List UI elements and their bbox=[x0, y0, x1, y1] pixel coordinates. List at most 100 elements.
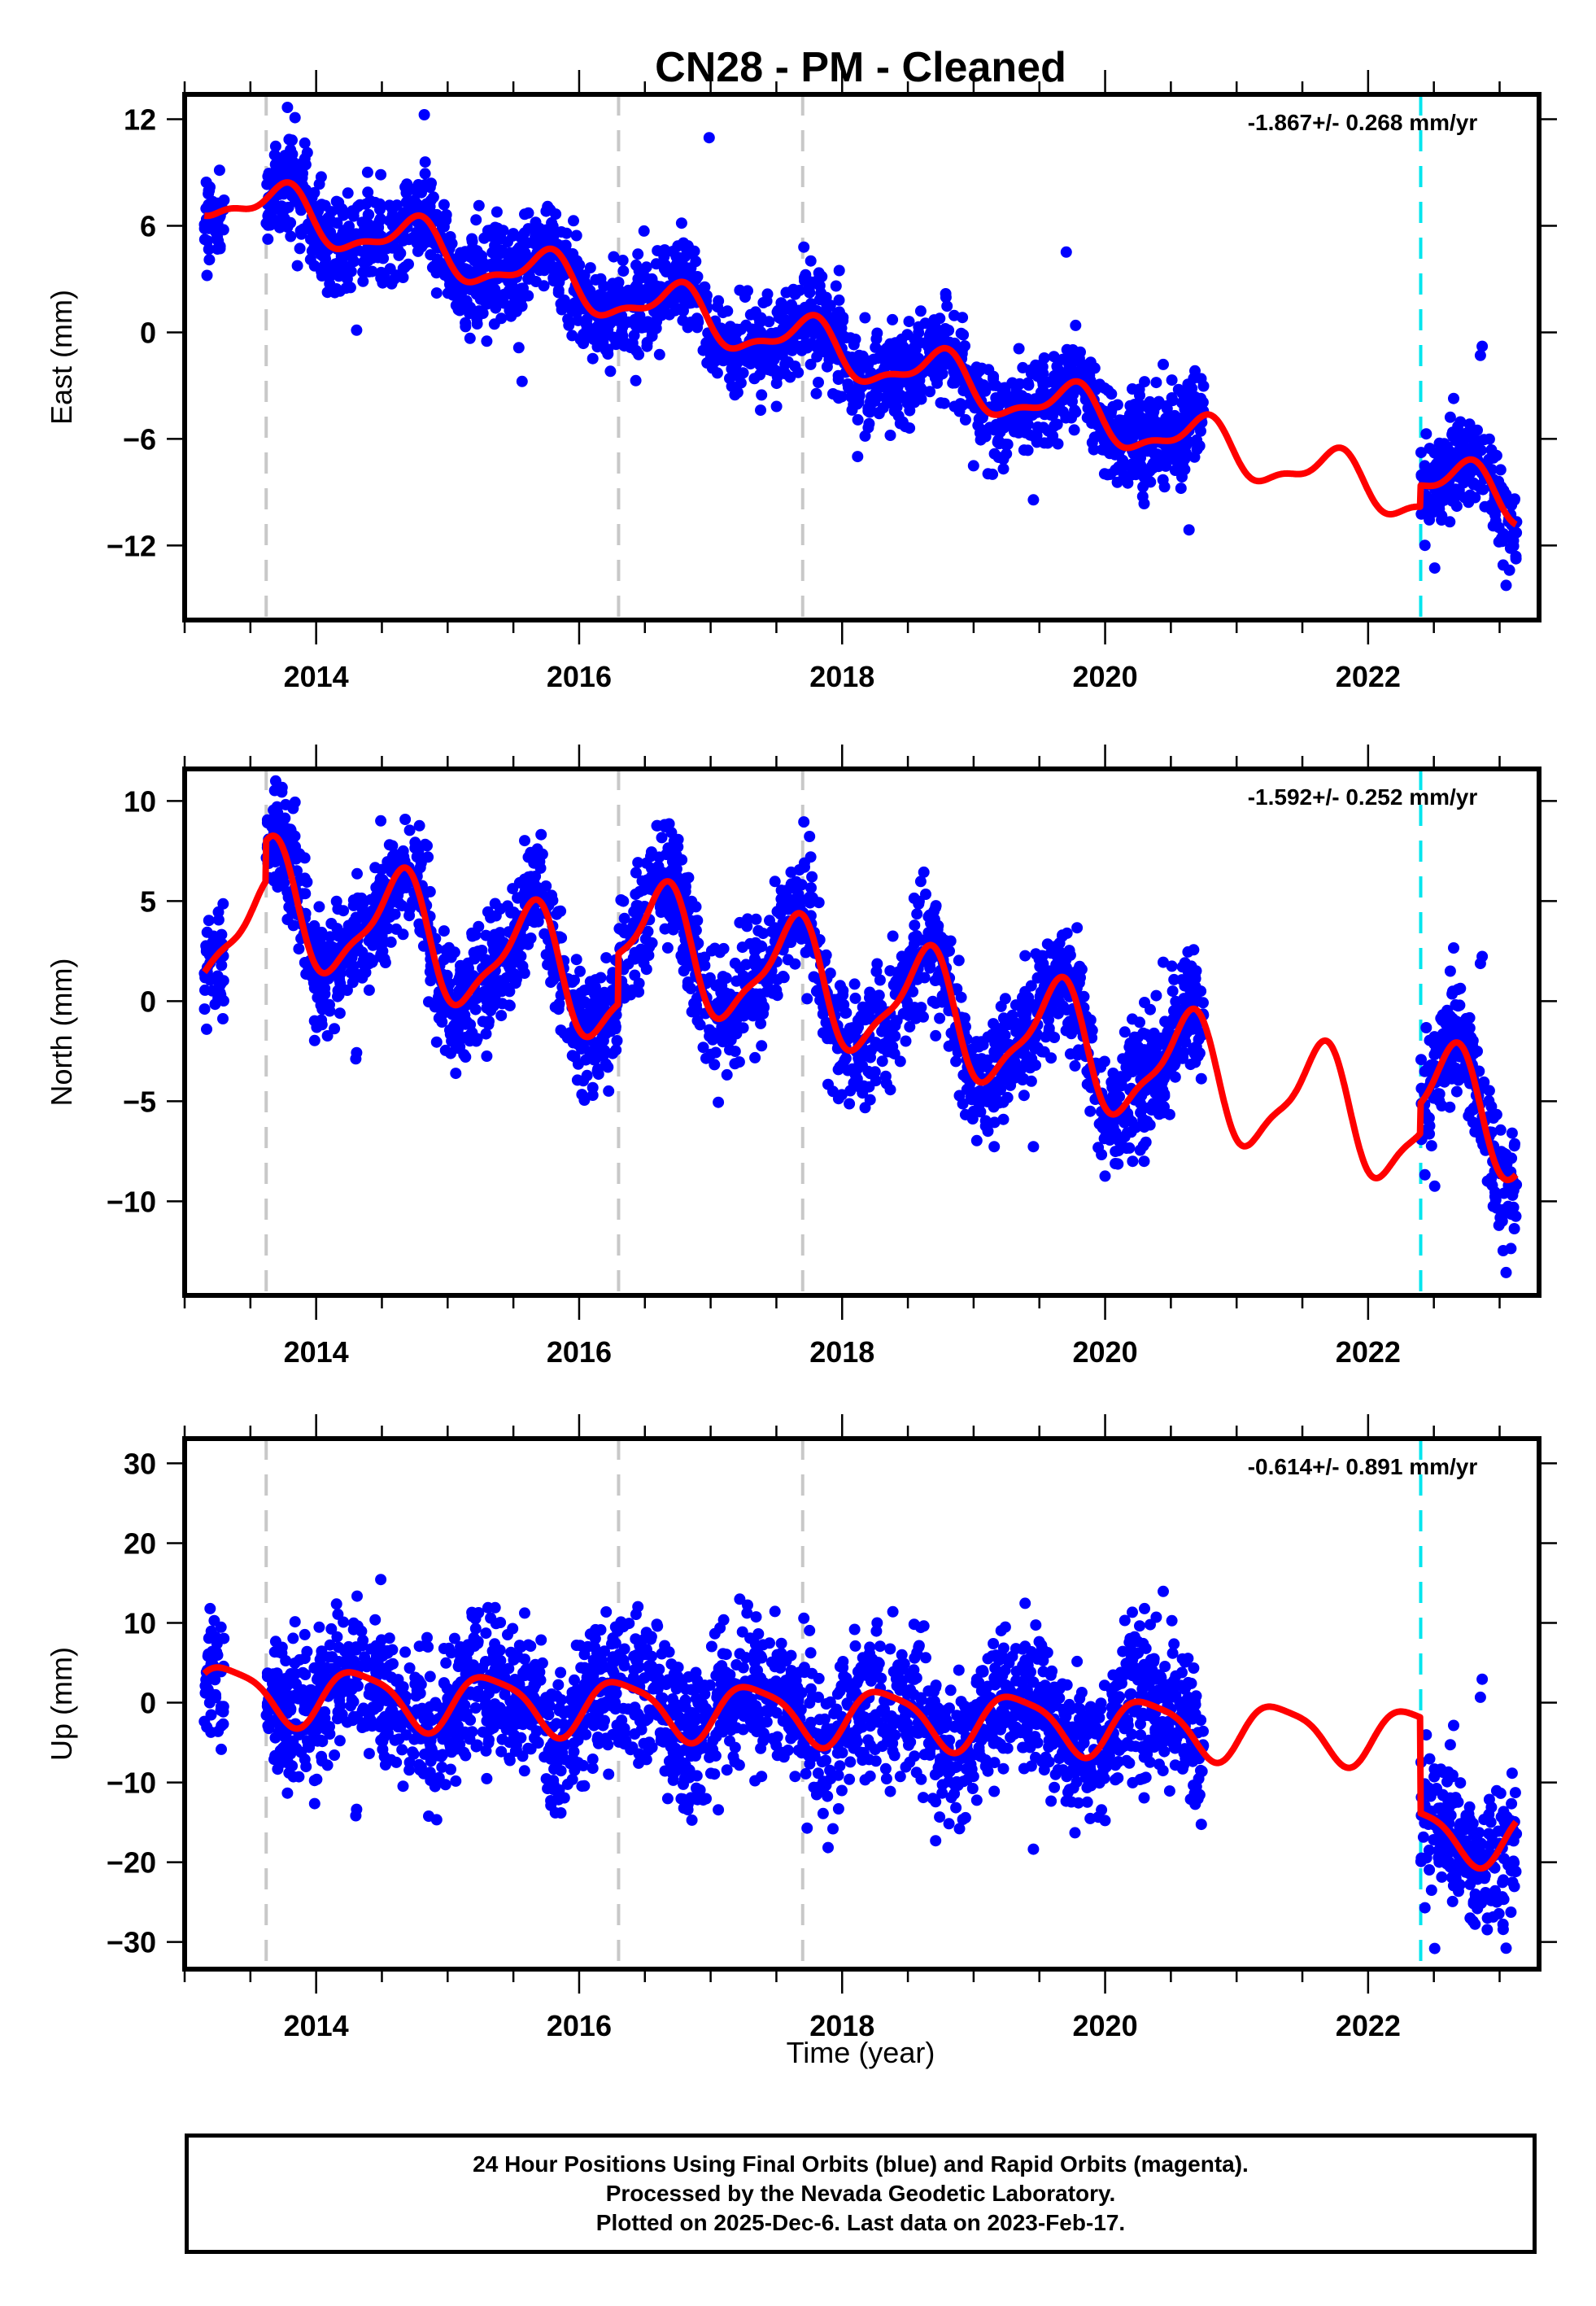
data-point bbox=[415, 857, 427, 869]
data-point bbox=[852, 413, 864, 426]
data-point bbox=[1130, 469, 1142, 481]
data-point bbox=[1193, 440, 1206, 452]
data-point bbox=[281, 914, 294, 925]
data-point bbox=[357, 967, 369, 980]
data-point bbox=[390, 269, 403, 282]
data-point bbox=[871, 958, 883, 970]
data-point bbox=[1031, 370, 1044, 382]
data-point bbox=[988, 1116, 1001, 1129]
data-point bbox=[425, 249, 437, 261]
data-point bbox=[849, 992, 861, 1004]
data-point bbox=[351, 324, 363, 336]
data-point bbox=[1467, 435, 1480, 447]
data-point bbox=[924, 386, 936, 398]
data-point bbox=[748, 373, 761, 385]
data-point bbox=[1419, 539, 1431, 552]
data-point bbox=[495, 312, 508, 325]
data-point bbox=[1051, 950, 1063, 962]
data-point bbox=[472, 252, 484, 264]
data-point bbox=[201, 926, 213, 938]
data-point bbox=[973, 413, 985, 425]
data-point bbox=[1093, 1118, 1105, 1130]
data-point bbox=[824, 342, 836, 354]
data-point bbox=[622, 958, 634, 970]
data-point bbox=[203, 185, 215, 197]
data-point bbox=[1490, 449, 1502, 461]
data-point bbox=[713, 295, 725, 307]
data-point bbox=[832, 392, 844, 404]
data-point bbox=[970, 1036, 983, 1048]
data-point bbox=[752, 327, 765, 338]
data-point bbox=[342, 187, 354, 199]
data-point bbox=[517, 282, 529, 295]
data-point bbox=[464, 301, 477, 313]
data-point bbox=[502, 236, 513, 248]
data-point bbox=[729, 389, 741, 401]
data-point bbox=[1166, 395, 1179, 407]
data-point bbox=[904, 404, 916, 417]
data-point bbox=[1507, 540, 1520, 552]
data-point bbox=[431, 215, 443, 227]
data-point bbox=[1498, 484, 1510, 496]
data-point bbox=[473, 199, 485, 212]
data-point bbox=[859, 1102, 871, 1114]
data-point bbox=[1189, 392, 1201, 404]
data-point bbox=[944, 356, 956, 369]
data-point bbox=[636, 875, 648, 887]
data-point bbox=[717, 352, 729, 364]
data-point bbox=[453, 298, 465, 310]
data-point bbox=[625, 989, 637, 1001]
data-point bbox=[1195, 1072, 1207, 1085]
data-point bbox=[918, 866, 930, 878]
data-point bbox=[653, 348, 665, 360]
data-point bbox=[887, 930, 899, 942]
data-point bbox=[1132, 1063, 1144, 1076]
data-point bbox=[1157, 1107, 1169, 1119]
data-point bbox=[909, 333, 921, 345]
data-point bbox=[704, 336, 716, 348]
data-point bbox=[729, 1058, 741, 1070]
data-point bbox=[278, 185, 290, 197]
data-point bbox=[1064, 949, 1076, 961]
x-tick-label: 2016 bbox=[547, 660, 612, 693]
data-point bbox=[544, 203, 556, 216]
data-point bbox=[749, 1051, 761, 1063]
data-point bbox=[357, 275, 369, 287]
data-point bbox=[684, 265, 696, 277]
data-point bbox=[765, 327, 778, 339]
data-point bbox=[551, 908, 563, 920]
data-point bbox=[868, 994, 880, 1006]
data-point bbox=[319, 251, 331, 262]
data-point bbox=[1476, 483, 1487, 495]
data-point bbox=[547, 967, 560, 979]
data-point bbox=[357, 256, 369, 269]
data-point bbox=[1074, 960, 1086, 972]
y-tick-label: 6 bbox=[140, 210, 156, 243]
data-point bbox=[699, 959, 711, 972]
data-point bbox=[769, 876, 781, 888]
data-point bbox=[1423, 501, 1435, 513]
data-point bbox=[1195, 985, 1207, 998]
data-point bbox=[900, 1035, 912, 1047]
data-point bbox=[703, 132, 715, 144]
data-point bbox=[1144, 395, 1156, 408]
data-point bbox=[203, 254, 216, 266]
data-point bbox=[207, 219, 220, 231]
data-point bbox=[840, 332, 853, 343]
data-point bbox=[361, 166, 373, 178]
data-point bbox=[742, 913, 753, 925]
data-point bbox=[756, 1040, 768, 1052]
data-point bbox=[562, 247, 574, 260]
data-point bbox=[630, 279, 643, 291]
data-point bbox=[643, 281, 655, 293]
data-point bbox=[479, 289, 491, 301]
data-point bbox=[1444, 516, 1456, 528]
data-point bbox=[481, 1050, 493, 1062]
data-point bbox=[568, 215, 579, 227]
data-point bbox=[740, 350, 752, 362]
data-point bbox=[341, 985, 353, 996]
data-point bbox=[214, 240, 226, 252]
data-point bbox=[652, 245, 664, 257]
data-point bbox=[316, 199, 328, 211]
